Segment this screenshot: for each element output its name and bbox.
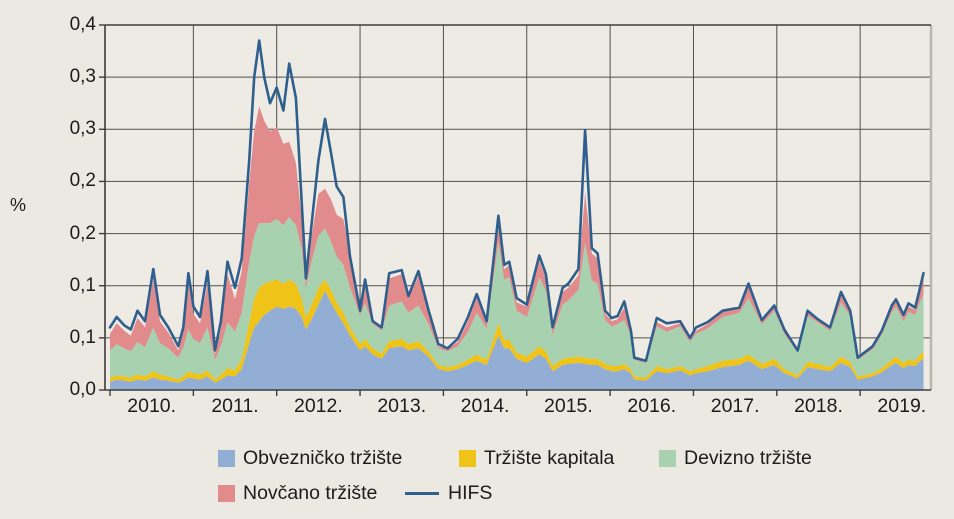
y-axis-unit-label: % <box>10 195 27 215</box>
y-tick-label: 0,3 <box>69 66 96 88</box>
plot-border <box>104 24 931 391</box>
legend-swatch-bond-market <box>218 449 235 467</box>
legend-swatch-fx-market <box>659 449 676 467</box>
legend-swatch-capital-market <box>459 449 476 467</box>
legend-item-hifs: HIFS <box>405 481 492 505</box>
x-tick-label: 2011. <box>211 395 259 417</box>
axis-ticks <box>99 24 861 396</box>
x-tick-label: 2017. <box>710 395 760 417</box>
legend-line-symbol-hifs <box>405 491 439 495</box>
legend-item-capital-market: Tržište kapitala <box>459 446 614 470</box>
area-capital-market <box>110 279 924 383</box>
y-tick-label: 0,0 <box>69 379 96 400</box>
y-tick-label: 0,2 <box>69 170 96 192</box>
legend-item-money-market: Novčano tržište <box>218 481 377 505</box>
x-tick-label: 2015. <box>544 395 593 417</box>
x-tick-label: 2012. <box>293 395 343 417</box>
legend-item-bond-market: Obvezničko tržište <box>218 446 402 470</box>
legend-label: Obvezničko tržište <box>243 446 403 469</box>
x-tick-label: 2016. <box>627 395 677 417</box>
plot-area <box>99 24 933 396</box>
y-tick-label: 0,1 <box>69 326 96 348</box>
legend-label: Tržište kapitala <box>484 446 615 469</box>
line-hifs <box>108 39 925 363</box>
y-tick-label: 0,1 <box>69 274 96 296</box>
area-fx-market <box>110 216 924 380</box>
area-bond-market <box>110 290 924 390</box>
y-tick-label: 0,3 <box>69 118 96 140</box>
y-tick-label: 0,2 <box>69 222 96 244</box>
legend-label: Devizno tržište <box>684 446 812 469</box>
y-tick-label: 0,4 <box>69 14 96 35</box>
x-tick-label: 2019. <box>877 395 927 417</box>
x-tick-label: 2018. <box>794 395 843 417</box>
legend-label: HIFS <box>448 481 493 504</box>
legend-label: Novčano tržište <box>243 481 378 504</box>
legend-item-fx-market: Devizno tržište <box>659 446 812 470</box>
x-tick-label: 2013. <box>377 395 427 417</box>
x-tick-label: 2014. <box>460 395 510 417</box>
x-tick-label: 2010. <box>127 395 177 417</box>
legend-swatch-money-market <box>218 484 235 502</box>
